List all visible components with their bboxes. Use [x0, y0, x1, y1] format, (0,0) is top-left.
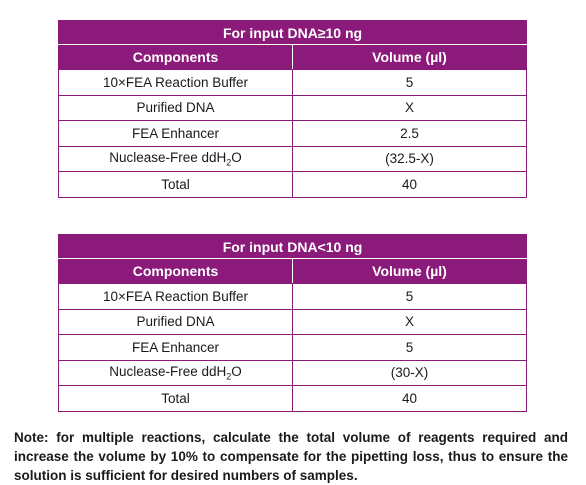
column-header-row: Components Volume (µl) — [58, 44, 527, 70]
component-text-suffix: O — [231, 363, 242, 379]
subscript-text: 2 — [226, 157, 232, 168]
component-cell: Total — [58, 385, 293, 412]
reaction-table-high-input: For input DNA≥10 ng Components Volume (µ… — [58, 20, 527, 198]
table-row: Purified DNA X — [58, 94, 527, 121]
table-row: Purified DNA X — [58, 308, 527, 335]
table-title-row: For input DNA≥10 ng — [58, 20, 527, 45]
volume-cell: 40 — [292, 385, 527, 412]
column-header-volume: Volume (µl) — [292, 258, 527, 284]
note-paragraph: Note: for multiple reactions, calculate … — [14, 430, 568, 483]
component-cell: Purified DNA — [58, 94, 293, 121]
component-cell: FEA Enhancer — [58, 334, 293, 361]
volume-cell: (32.5-X) — [292, 145, 527, 172]
component-cell: Total — [58, 171, 293, 198]
column-header-row: Components Volume (µl) — [58, 258, 527, 284]
table-row: Nuclease-Free ddH2O (30-X) — [58, 359, 527, 386]
table-title-row: For input DNA<10 ng — [58, 234, 527, 259]
volume-cell: 5 — [292, 69, 527, 96]
table-title: For input DNA≥10 ng — [58, 20, 527, 45]
subscript-text: 2 — [226, 371, 232, 382]
table-row: FEA Enhancer 2.5 — [58, 120, 527, 147]
volume-cell: 2.5 — [292, 120, 527, 147]
component-cell: 10×FEA Reaction Buffer — [58, 69, 293, 96]
column-header-components: Components — [58, 44, 293, 70]
volume-cell: 5 — [292, 283, 527, 310]
component-cell: Nuclease-Free ddH2O — [58, 145, 293, 172]
reaction-table-low-input: For input DNA<10 ng Components Volume (µ… — [58, 234, 527, 412]
table-row: FEA Enhancer 5 — [58, 334, 527, 361]
volume-cell: 40 — [292, 171, 527, 198]
table-row: 10×FEA Reaction Buffer 5 — [58, 69, 527, 96]
volume-cell: X — [292, 94, 527, 121]
table-title: For input DNA<10 ng — [58, 234, 527, 259]
column-header-volume: Volume (µl) — [292, 44, 527, 70]
column-header-components: Components — [58, 258, 293, 284]
volume-cell: X — [292, 308, 527, 335]
component-cell: 10×FEA Reaction Buffer — [58, 283, 293, 310]
component-text: Nuclease-Free ddH — [109, 363, 227, 379]
table-row: Total 40 — [58, 385, 527, 412]
table-row: 10×FEA Reaction Buffer 5 — [58, 283, 527, 310]
component-cell: Nuclease-Free ddH2O — [58, 359, 293, 386]
component-text: Nuclease-Free ddH — [109, 149, 227, 165]
volume-cell: (30-X) — [292, 359, 527, 386]
component-cell: Purified DNA — [58, 308, 293, 335]
component-cell: FEA Enhancer — [58, 120, 293, 147]
component-text-suffix: O — [231, 149, 242, 165]
table-row: Total 40 — [58, 171, 527, 198]
volume-cell: 5 — [292, 334, 527, 361]
table-row: Nuclease-Free ddH2O (32.5-X) — [58, 145, 527, 172]
